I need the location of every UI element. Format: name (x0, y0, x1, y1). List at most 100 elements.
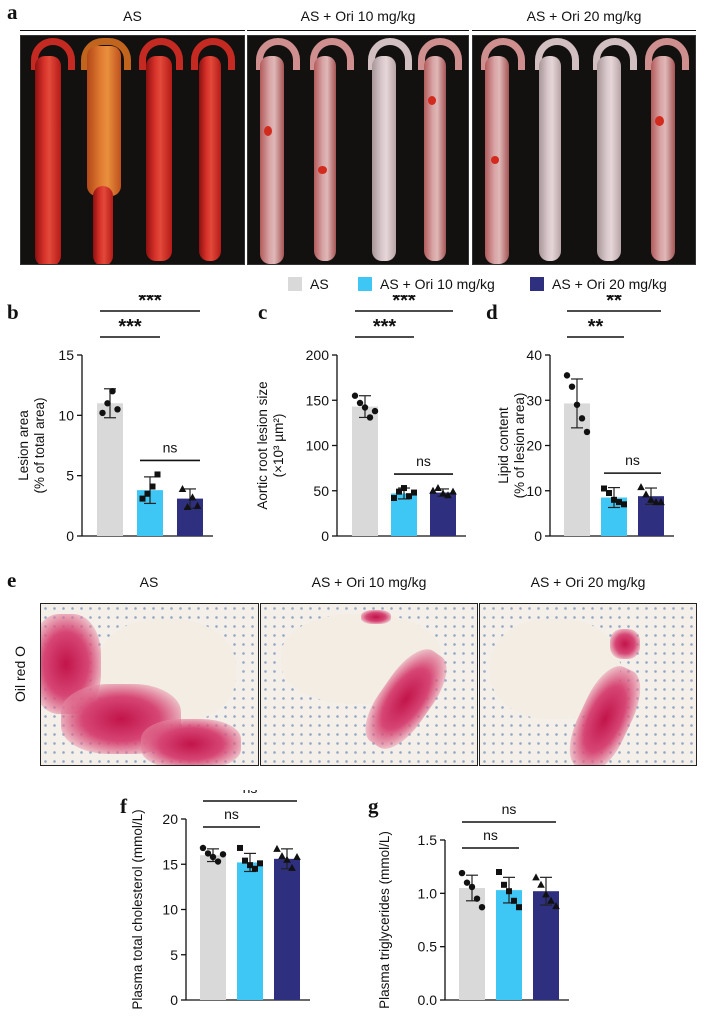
group-title-ori10: AS + Ori 10 mg/kg (300, 8, 416, 24)
data-point (401, 485, 407, 492)
y-tick-label: 0 (534, 528, 542, 544)
significance-label: ** (606, 295, 622, 312)
histo-title-as: AS (139, 574, 159, 590)
group-title-as: AS (123, 8, 142, 24)
y-axis-label: (% of total area) (32, 397, 47, 493)
data-point (237, 844, 243, 851)
group-underline-ori10 (247, 30, 469, 31)
y-tick-label: 1.0 (418, 885, 438, 901)
data-point (293, 853, 301, 861)
data-point (273, 844, 281, 852)
significance-label: *** (373, 316, 397, 338)
y-tick-label: 15 (162, 856, 178, 872)
histology-image-ori20 (479, 603, 697, 766)
data-point (568, 383, 576, 390)
y-tick-label: 0.5 (418, 939, 438, 955)
y-axis-label: (×10³ µm²) (271, 414, 286, 478)
panel-label-e: e (7, 568, 17, 592)
y-tick-label: 20 (162, 811, 178, 827)
data-point (647, 495, 655, 503)
significance-label: ns (243, 790, 258, 796)
y-tick-label: 10 (162, 902, 178, 918)
data-point (657, 498, 665, 506)
bar (274, 858, 300, 1000)
data-point (193, 501, 202, 509)
data-point (178, 484, 187, 492)
y-tick-label: 0 (170, 992, 178, 1008)
data-point (144, 490, 151, 497)
histology-image-as (40, 603, 259, 766)
data-point (652, 498, 660, 506)
legend-label-ori20: AS + Ori 20 mg/kg (552, 276, 667, 292)
data-point (104, 400, 111, 407)
y-tick-label: 1.5 (418, 832, 438, 848)
legend-item-ori10: AS + Ori 10 mg/kg (358, 276, 495, 292)
y-axis-label: Lesion area (16, 410, 31, 481)
data-point (473, 895, 481, 902)
significance-label: *** (392, 295, 416, 312)
data-point (242, 857, 248, 864)
data-point (439, 489, 447, 497)
data-point (578, 415, 586, 422)
data-point (506, 888, 512, 895)
legend-swatch-as (288, 277, 302, 291)
y-tick-label: 5 (66, 468, 74, 484)
data-point (183, 503, 192, 511)
y-tick-label: 0.0 (418, 992, 438, 1008)
data-point (411, 489, 417, 496)
y-tick-label: 30 (526, 392, 542, 408)
data-point (278, 852, 286, 860)
data-point (214, 858, 222, 865)
data-point (149, 483, 156, 490)
panel-label-g: g (368, 794, 379, 818)
histo-title-ori10: AS + Ori 10 mg/kg (311, 574, 427, 590)
panel-label-b: b (7, 300, 19, 324)
y-axis-label: (% of lesion area) (512, 393, 527, 499)
y-tick-label: 50 (313, 483, 329, 499)
y-tick-label: 5 (170, 947, 178, 963)
chart-lipid-content: 0 10 20 30 40 Lipid content (% of lesion area)… (496, 295, 674, 544)
data-point (283, 855, 291, 863)
significance-label: ns (224, 806, 239, 822)
aorta-photo-ori20 (472, 35, 696, 265)
y-tick-label: 0 (66, 528, 74, 544)
chart-aortic-root-lesion-size: 0 50 100 150 200 Aortic root lesion size (×10³… (255, 295, 466, 544)
data-point (449, 487, 457, 495)
panel-label-d: d (486, 300, 498, 324)
data-point (496, 869, 502, 875)
significance-label: *** (138, 295, 162, 312)
data-point (204, 850, 212, 857)
data-point (154, 471, 161, 478)
bar (430, 492, 456, 536)
y-axis-label: Lipid content (496, 407, 511, 484)
y-tick-label: 10 (58, 407, 74, 423)
y-tick-label: 100 (306, 438, 330, 454)
data-point (109, 388, 116, 395)
data-point (288, 863, 296, 871)
data-point (188, 493, 197, 501)
data-point (247, 862, 253, 869)
data-point (616, 499, 622, 506)
data-point (583, 428, 591, 436)
significance-label: ** (588, 316, 604, 338)
data-point (573, 401, 581, 408)
chart-lesion-area: 0 5 10 15 Lesion area (% of total area) *** ***… (16, 295, 213, 544)
chart-plasma-total-cholesterol: 0 5 10 15 20 Plasma total cholesterol (mmol/L… (130, 790, 310, 1010)
legend-swatch-ori20 (530, 277, 544, 291)
data-point (516, 904, 522, 911)
data-point (361, 404, 369, 411)
data-point (209, 853, 217, 861)
data-point (511, 897, 517, 904)
aorta-photo-as (20, 35, 245, 265)
oil-red-o-label: Oil red O (12, 645, 28, 702)
data-point (642, 490, 650, 498)
data-point (356, 399, 364, 407)
panel-label-c: c (258, 300, 268, 324)
significance-label: *** (118, 316, 142, 338)
data-point (601, 485, 607, 492)
data-point (396, 488, 402, 495)
data-point (563, 372, 571, 379)
group-underline-as (20, 30, 245, 31)
data-point (257, 860, 263, 867)
bar (237, 862, 263, 1000)
